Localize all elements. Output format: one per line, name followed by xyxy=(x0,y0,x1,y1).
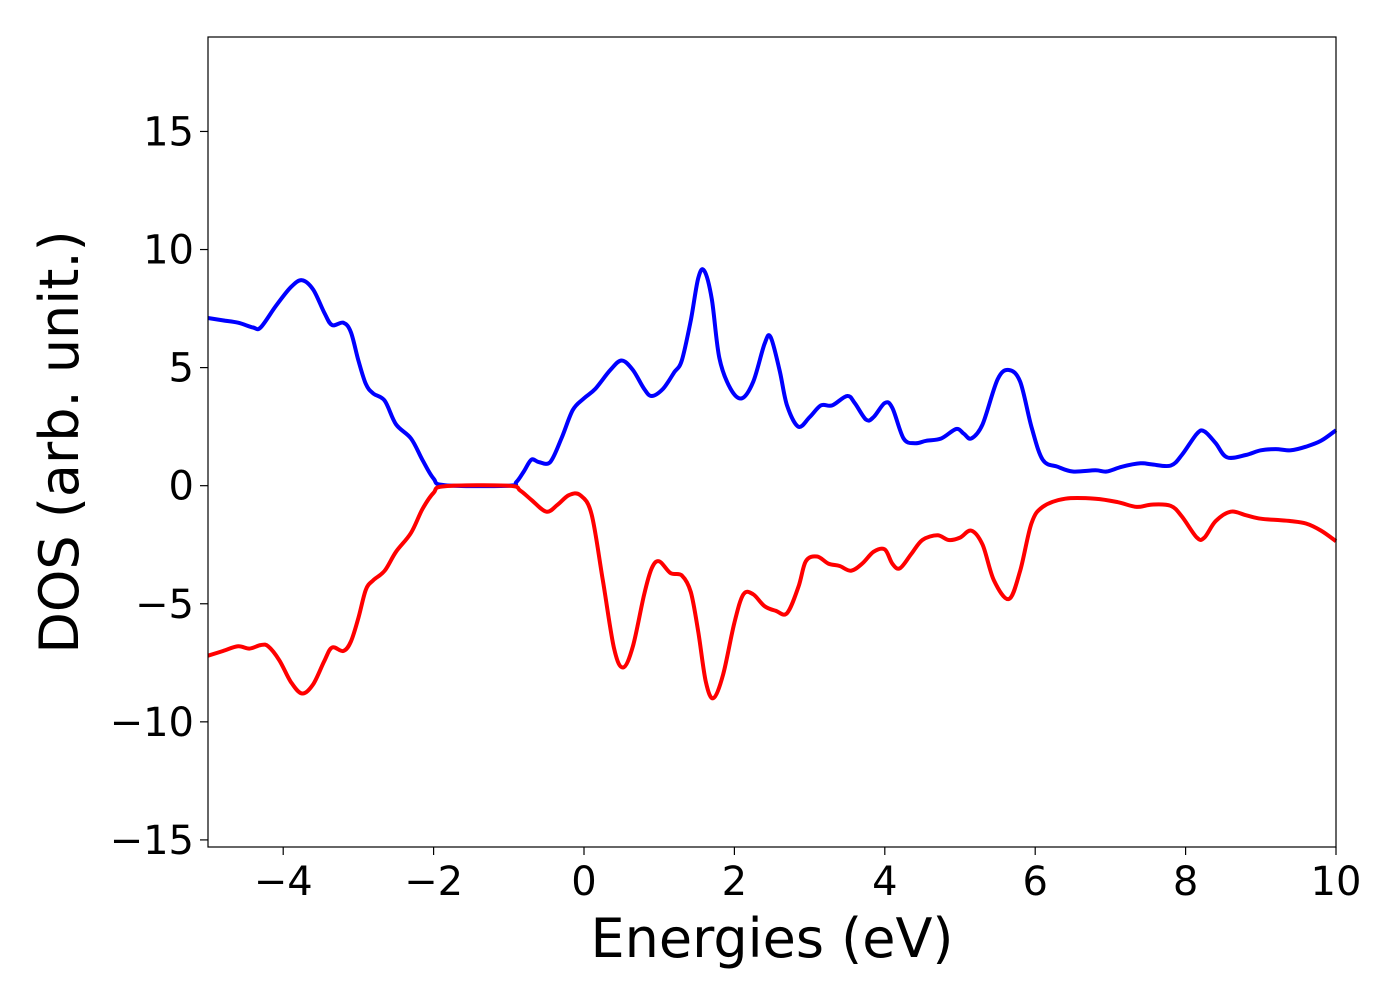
x-tick-label: 0 xyxy=(571,859,596,905)
series-layer xyxy=(207,267,1338,701)
x-tick-label: 4 xyxy=(872,859,897,905)
y-tick-label: −5 xyxy=(135,582,194,628)
y-axis: 15 10 5 0 −5 −10 −15 xyxy=(110,109,208,864)
y-tick-label: 0 xyxy=(169,464,194,510)
y-axis-label: DOS (arb. unit.) xyxy=(28,230,91,653)
x-tick-label: 2 xyxy=(722,859,747,905)
plot-frame xyxy=(207,36,1337,848)
x-tick-label: −4 xyxy=(254,859,313,905)
y-tick-label: −10 xyxy=(110,700,194,746)
y-tick-label: −15 xyxy=(110,818,194,864)
x-axis-label: Energies (eV) xyxy=(591,907,954,970)
y-tick-label: 10 xyxy=(143,228,194,274)
series-line-1 xyxy=(207,267,1338,489)
series-line-2 xyxy=(207,483,1338,701)
x-tick-label: −2 xyxy=(404,859,463,905)
x-axis: −4 −2 0 2 4 6 8 10 xyxy=(254,847,1362,905)
y-tick-label: 5 xyxy=(169,346,194,392)
y-tick-label: 15 xyxy=(143,109,194,155)
x-tick-label: 10 xyxy=(1311,859,1362,905)
x-tick-label: 8 xyxy=(1173,859,1198,905)
x-tick-label: 6 xyxy=(1022,859,1047,905)
